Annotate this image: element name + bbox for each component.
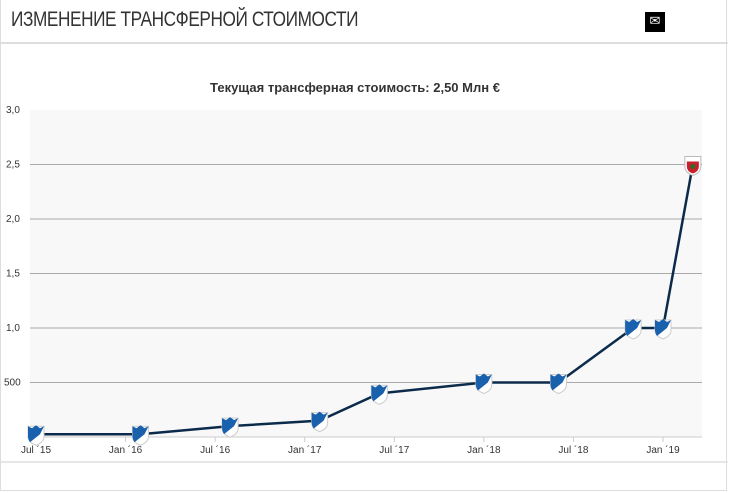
hoffenheim-crest-marker <box>311 411 329 433</box>
x-tick-label: Jan ´17 <box>288 444 322 456</box>
x-tick-label: Jan ´19 <box>646 444 680 456</box>
y-tick-label: 2,0 <box>6 214 20 225</box>
x-tick-label: Jul ´17 <box>379 444 409 456</box>
panel-title: ИЗМЕНЕНИЕ ТРАНСФЕРНОЙ СТОИМОСТИ <box>11 8 359 31</box>
x-tick-label: Jul ´18 <box>558 444 588 456</box>
value-line <box>36 164 695 436</box>
y-tick-label: 1,5 <box>6 269 20 280</box>
hoffenheim-crest-marker <box>221 417 239 438</box>
x-tick-label: Jul ´15 <box>21 444 51 456</box>
hoffenheim-crest-marker <box>370 384 388 405</box>
hoffenheim-crest-marker <box>27 425 45 446</box>
hoffenheim-crest-marker <box>132 425 149 446</box>
hoffenheim-crest-marker <box>475 373 493 395</box>
hoffenheim-crest-marker <box>624 319 642 340</box>
hoffenheim-crest-marker <box>550 373 567 395</box>
panel-header: ИЗМЕНЕНИЕ ТРАНСФЕРНОЙ СТОИМОСТИ ✉ <box>1 0 728 44</box>
y-tick-label: 500 <box>4 378 21 389</box>
y-tick-label: 2,5 <box>6 160 20 171</box>
footer-divider <box>1 461 728 463</box>
chart-title: Текущая трансферная стоимость: 2,50 Млн … <box>210 80 500 95</box>
hoffenheim-crest-marker <box>654 319 672 340</box>
envelope-icon[interactable]: ✉ <box>645 12 665 32</box>
x-tick-label: Jan ´18 <box>467 444 501 456</box>
y-tick-label: 3,0 <box>6 105 20 116</box>
x-tick-label: Jan ´16 <box>109 444 143 456</box>
x-tick-label: Jul ´16 <box>200 444 230 456</box>
y-tick-label: 1,0 <box>6 323 20 334</box>
augsburg-crest-marker <box>684 156 702 177</box>
